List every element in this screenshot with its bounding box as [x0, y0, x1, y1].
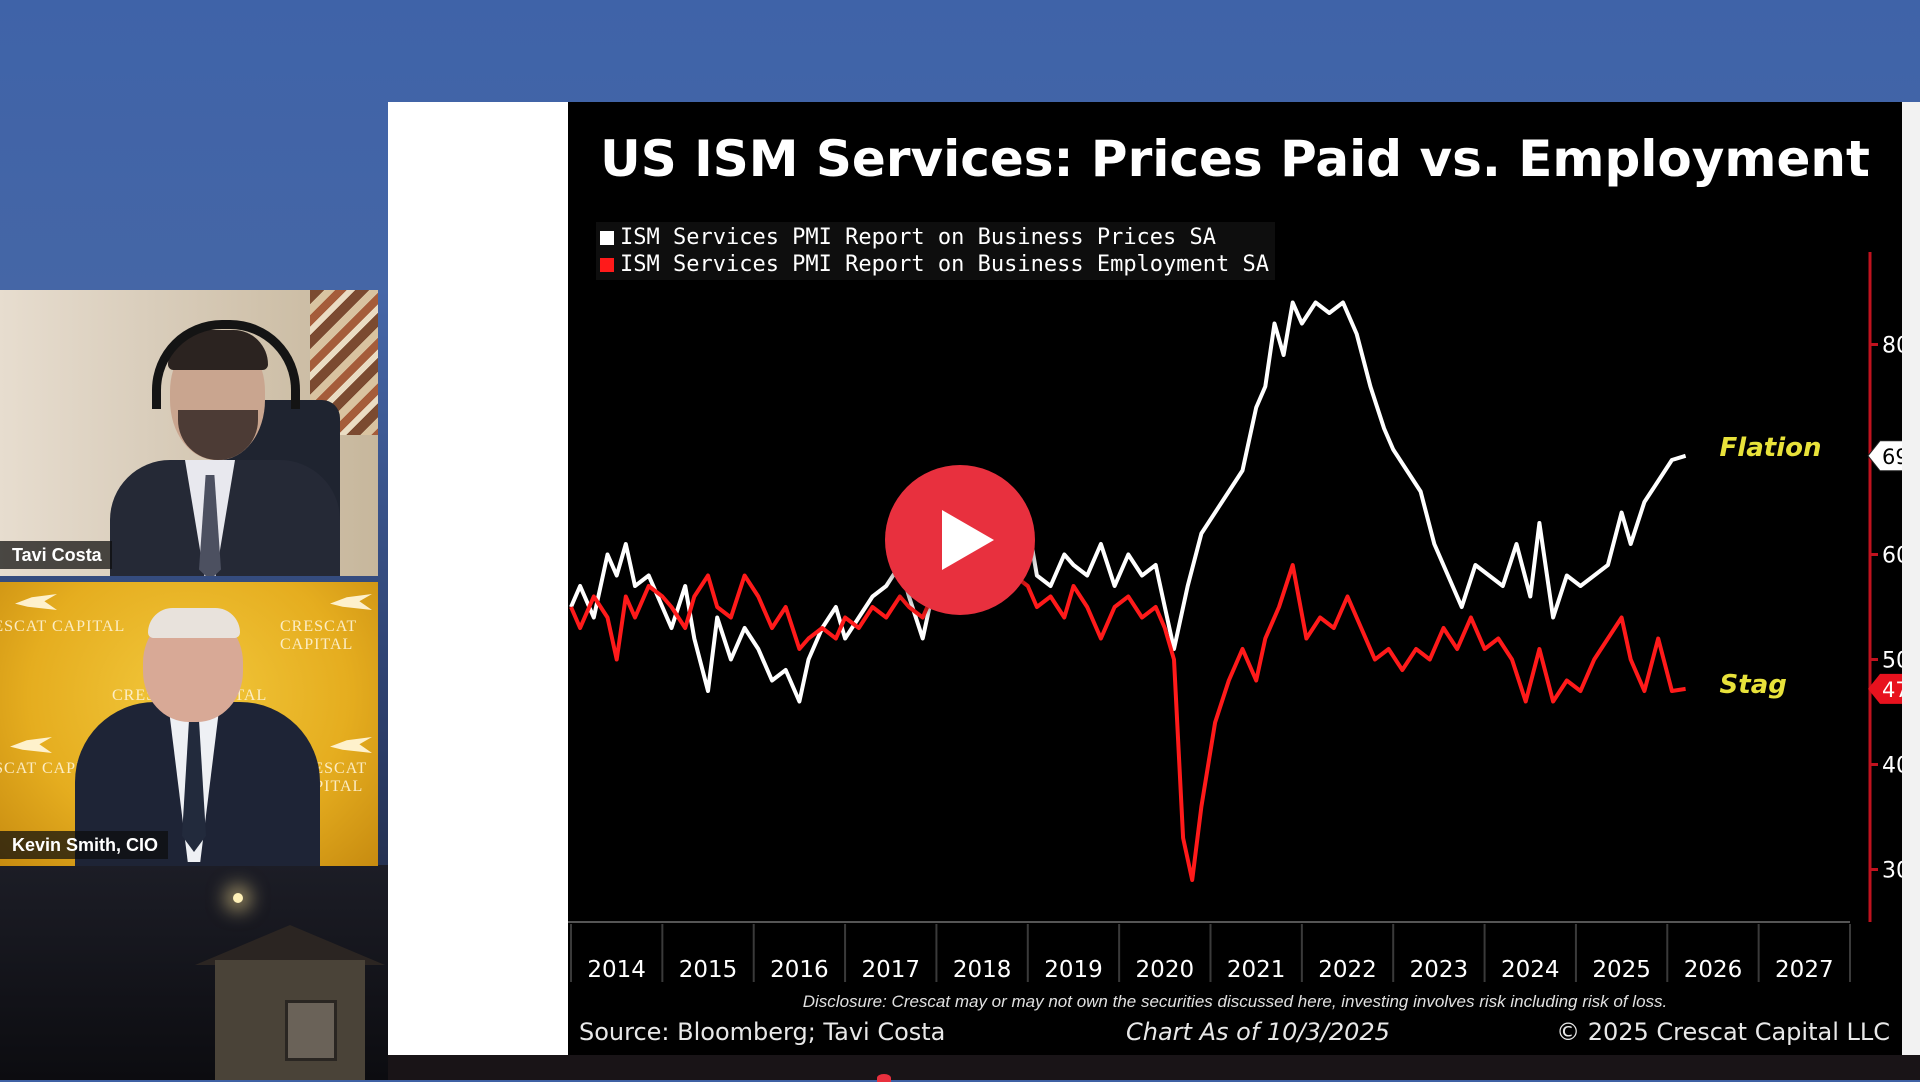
crescat-logo-text: CRESCAT CAPITAL	[280, 618, 357, 653]
x-tick-label: 2018	[953, 957, 1012, 982]
y-tick-label: 30	[1882, 859, 1902, 884]
y-tick-label: 60	[1882, 544, 1902, 569]
legend-item-prices: ISM Services PMI Report on Business Pric…	[600, 224, 1269, 251]
last-value-flag-employment	[1868, 673, 1902, 704]
crescat-logo-text: CRESCAT CAPITAL	[0, 618, 126, 635]
legend-item-employment: ISM Services PMI Report on Business Empl…	[600, 251, 1269, 278]
x-tick-label: 2025	[1592, 957, 1651, 982]
x-tick-label: 2020	[1136, 957, 1195, 982]
crescat-logo-icon	[10, 737, 52, 753]
participant-name-tag: Tavi Costa	[0, 541, 112, 569]
annotation-flation: Flation	[1720, 433, 1822, 463]
x-tick-label: 2017	[861, 957, 920, 982]
crescat-logo-icon	[15, 594, 57, 610]
legend-label: ISM Services PMI Report on Business Empl…	[620, 252, 1270, 277]
annotation-stag: Stag	[1720, 670, 1787, 700]
x-tick-label: 2014	[587, 957, 646, 982]
last-value-flag-prices	[1867, 440, 1902, 472]
crescat-logo-icon	[330, 594, 372, 610]
background-night-scene	[0, 865, 388, 1080]
play-icon	[942, 510, 994, 570]
x-tick-label: 2027	[1775, 957, 1834, 982]
bottom-strip	[388, 1055, 1920, 1080]
as-of-date: Chart As of 10/3/2025	[1126, 1018, 1390, 1046]
last-value-label-employment: 47.2	[1882, 678, 1902, 702]
garage-door	[285, 1000, 337, 1061]
slide-right-margin	[1902, 102, 1920, 1055]
x-tick-label: 2023	[1410, 957, 1469, 982]
last-value-label-prices: 69.4	[1882, 445, 1902, 469]
legend-swatch-white	[600, 230, 614, 245]
x-tick-label: 2019	[1044, 957, 1103, 982]
legend-label: ISM Services PMI Report on Business Pric…	[620, 225, 1217, 250]
participant-name-tag: Kevin Smith, CIO	[0, 831, 169, 859]
x-tick-label: 2015	[679, 957, 738, 982]
x-tick-label: 2021	[1227, 957, 1286, 982]
copyright-text: © 2025 Crescat Capital LLC	[1556, 1018, 1890, 1046]
y-tick-label: 50	[1882, 649, 1902, 674]
chart-panel: US ISM Services: Prices Paid vs. Employm…	[568, 102, 1902, 1055]
camera-tile-kevin-smith[interactable]: CRESCAT CAPITAL CRESCAT CAPITAL CRESCAT …	[0, 582, 378, 866]
speaker-hair	[148, 608, 240, 638]
headset-icon	[152, 320, 300, 409]
street-lamp	[233, 893, 243, 903]
x-tick-label: 2026	[1684, 957, 1743, 982]
legend-swatch-red	[600, 257, 614, 272]
x-tick-label: 2016	[770, 957, 829, 982]
x-tick-label: 2024	[1501, 957, 1560, 982]
y-tick-label: 40	[1882, 754, 1902, 779]
camera-tile-tavi-costa[interactable]: Tavi Costa	[0, 290, 378, 576]
progress-indicator[interactable]	[877, 1074, 891, 1082]
series-line-prices	[569, 300, 1687, 704]
y-tick-label: 80	[1882, 334, 1902, 359]
play-button[interactable]	[885, 465, 1035, 615]
disclosure-text: Disclosure: Crescat may or may not own t…	[802, 992, 1668, 1011]
crescat-logo-icon	[330, 737, 372, 753]
speaker-tie	[199, 475, 221, 576]
chart-plot: 2014 2015 2016 2017 2018 2019 2020 2021 2022 2023…	[568, 252, 1902, 982]
series-line-employment	[569, 563, 1686, 882]
chart-title: US ISM Services: Prices Paid vs. Employm…	[600, 130, 1870, 188]
chart-legend: ISM Services PMI Report on Business Pric…	[596, 222, 1276, 280]
house-roof	[195, 925, 385, 965]
source-text: Source: Bloomberg; Tavi Costa	[579, 1018, 946, 1046]
x-tick-label: 2022	[1318, 957, 1377, 982]
